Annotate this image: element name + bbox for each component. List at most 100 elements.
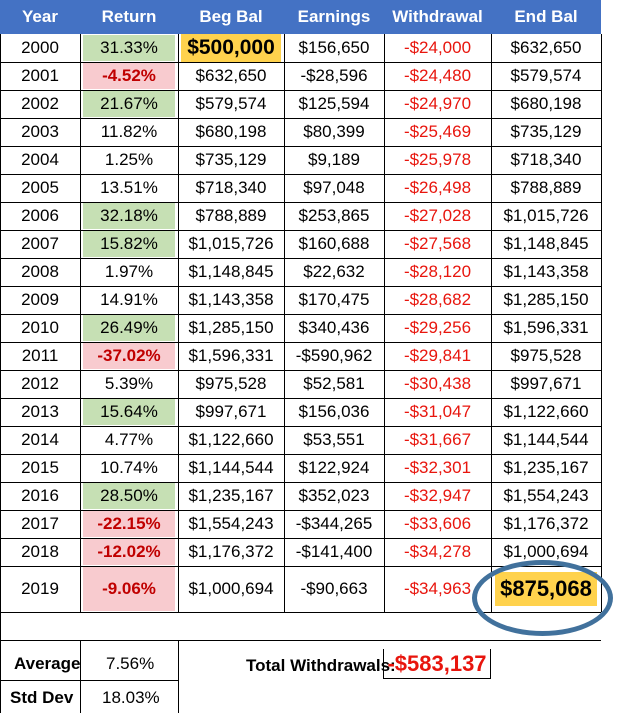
- year-cell: 2008: [21, 262, 59, 281]
- return-cell: 1.97%: [104, 262, 154, 281]
- return-cell: 28.50%: [83, 483, 175, 509]
- end-bal-cell: $1,122,660: [503, 402, 589, 421]
- beg-bal-cell: $1,596,331: [188, 346, 274, 365]
- table-row: 2001 -4.52% $632,650 -$28,596 -$24,480 $579,5…: [0, 62, 601, 90]
- withdrawal-cell: -$34,963: [403, 579, 472, 598]
- beg-bal-cell: $1,015,726: [188, 234, 274, 253]
- earnings-cell: $80,399: [303, 122, 365, 141]
- year-cell: 2007: [21, 234, 59, 253]
- withdrawal-cell: -$25,978: [403, 150, 472, 169]
- return-cell: 31.33%: [83, 35, 175, 61]
- withdrawal-cell: -$31,667: [403, 430, 472, 449]
- table-row: 2010 26.49% $1,285,150 $340,436 -$29,256 $1,5…: [0, 314, 601, 342]
- table-row: 2007 15.82% $1,015,726 $160,688 -$27,568 $1,1…: [0, 230, 601, 258]
- beg-bal-cell: $735,129: [195, 150, 267, 169]
- earnings-cell: -$141,400: [295, 542, 373, 561]
- beg-bal-cell: $1,554,243: [188, 514, 274, 533]
- earnings-cell: $122,924: [298, 458, 370, 477]
- row-divider: [0, 482, 601, 483]
- return-cell: 10.74%: [100, 458, 158, 477]
- withdrawal-cell: -$31,047: [403, 402, 472, 421]
- end-bal-cell: $579,574: [510, 66, 582, 85]
- header-earnings: Earnings: [297, 7, 371, 26]
- header-return: Return: [101, 7, 157, 26]
- withdrawal-cell: -$30,438: [403, 374, 472, 393]
- year-cell: 2014: [21, 430, 59, 449]
- row-divider: [0, 398, 601, 399]
- table-row: 2015 10.74% $1,144,544 $122,924 -$32,301 $1,2…: [0, 454, 601, 482]
- end-bal-cell: $735,129: [510, 122, 582, 141]
- end-bal-cell: $1,143,358: [503, 262, 589, 281]
- withdrawal-cell: -$27,028: [403, 206, 472, 225]
- withdrawal-cell: -$27,568: [403, 234, 472, 253]
- row-divider: [0, 370, 601, 371]
- return-cell: 26.49%: [83, 315, 175, 341]
- table-row: 2013 15.64% $997,671 $156,036 -$31,047 $1,122…: [0, 398, 601, 426]
- table-row: 2008 1.97% $1,148,845 $22,632 -$28,120 $1,143…: [0, 258, 601, 286]
- table-row: 2005 13.51% $718,340 $97,048 -$26,498 $788,88…: [0, 174, 601, 202]
- beg-bal-cell: $1,000,694: [188, 579, 274, 598]
- end-bal-cell: $632,650: [510, 38, 582, 57]
- return-cell: 14.91%: [100, 290, 158, 309]
- summary-divider-2: [178, 640, 179, 713]
- end-bal-cell: $1,554,243: [503, 486, 589, 505]
- row-divider: [0, 454, 601, 455]
- withdrawal-cell: -$28,682: [403, 290, 472, 309]
- return-cell: 13.51%: [100, 178, 158, 197]
- total-withdrawals-label: Total Withdrawals:: [246, 656, 396, 675]
- end-bal-cell: $1,596,331: [503, 318, 589, 337]
- earnings-cell: $53,551: [303, 430, 365, 449]
- row-divider: [0, 258, 601, 259]
- beg-bal-cell: $788,889: [195, 206, 267, 225]
- table-header: Year Return Beg Bal Earnings Withdrawal …: [0, 0, 601, 34]
- return-cell: -22.15%: [83, 511, 175, 537]
- return-cell: 1.25%: [104, 150, 154, 169]
- column-divider: [284, 34, 285, 612]
- table-row: 2019 -9.06% $1,000,694 -$90,663 -$34,963 $875…: [0, 566, 601, 612]
- earnings-cell: $340,436: [298, 318, 370, 337]
- row-divider: [0, 566, 601, 567]
- beg-bal-cell: $1,235,167: [188, 486, 274, 505]
- earnings-cell: $253,865: [298, 206, 370, 225]
- year-cell: 2016: [21, 486, 59, 505]
- row-divider: [0, 538, 601, 539]
- table-left-border: [0, 34, 1, 713]
- withdrawal-cell: -$34,278: [403, 542, 472, 561]
- year-cell: 2011: [21, 346, 59, 365]
- return-cell: 32.18%: [83, 203, 175, 229]
- beg-bal-cell: $632,650: [195, 66, 267, 85]
- withdrawal-cell: -$26,498: [403, 178, 472, 197]
- earnings-cell: $170,475: [298, 290, 370, 309]
- row-divider: [0, 510, 601, 511]
- row-divider: [0, 202, 601, 203]
- earnings-cell: $22,632: [303, 262, 365, 281]
- column-divider: [601, 34, 602, 612]
- beg-bal-cell: $975,528: [195, 374, 267, 393]
- end-bal-cell: $1,285,150: [503, 290, 589, 309]
- year-cell: 2017: [21, 514, 59, 533]
- summary-row-rule: [0, 680, 178, 681]
- return-cell: 21.67%: [83, 91, 175, 117]
- return-cell: 15.82%: [83, 231, 175, 257]
- end-bal-cell: $788,889: [510, 178, 582, 197]
- stddev-value: 18.03%: [102, 688, 160, 707]
- beg-bal-cell: $500,000: [181, 34, 281, 62]
- beg-bal-cell: $579,574: [195, 94, 267, 113]
- end-bal-cell: $997,671: [510, 374, 582, 393]
- earnings-cell: -$344,265: [295, 514, 373, 533]
- year-cell: 2002: [21, 94, 59, 113]
- row-divider: [0, 118, 601, 119]
- end-bal-cell: $680,198: [510, 94, 582, 113]
- return-cell: -4.52%: [83, 63, 175, 89]
- table-bottom-rule: [0, 640, 601, 641]
- beg-bal-cell: $1,144,544: [188, 458, 274, 477]
- column-divider: [178, 34, 179, 612]
- row-divider: [0, 612, 601, 613]
- column-divider: [384, 34, 385, 612]
- beg-bal-cell: $1,176,372: [188, 542, 274, 561]
- year-cell: 2001: [21, 66, 59, 85]
- withdrawal-cell: -$29,256: [403, 318, 472, 337]
- table-row: 2012 5.39% $975,528 $52,581 -$30,438 $997,671: [0, 370, 601, 398]
- end-bal-cell: $1,015,726: [503, 206, 589, 225]
- row-divider: [0, 426, 601, 427]
